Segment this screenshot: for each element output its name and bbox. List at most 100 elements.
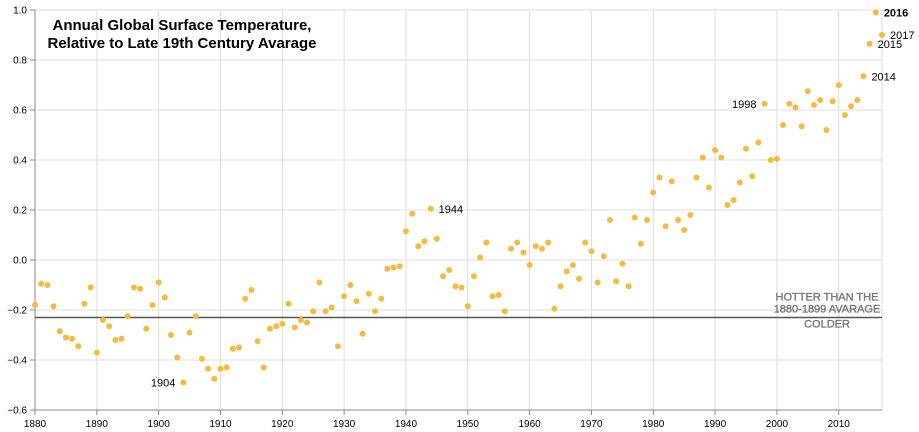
data-point <box>619 260 626 267</box>
data-point <box>823 127 830 133</box>
x-tick-label: 2000 <box>766 419 789 430</box>
data-point <box>625 283 632 290</box>
data-point <box>266 325 273 332</box>
data-point <box>56 328 63 335</box>
data-point <box>606 217 613 223</box>
data-point <box>205 365 212 372</box>
data-point <box>749 173 756 180</box>
data-point <box>242 295 249 302</box>
data-point <box>124 313 131 320</box>
data-point <box>322 308 329 315</box>
data-point <box>415 243 422 250</box>
data-point <box>254 338 261 345</box>
data-point <box>841 112 848 118</box>
data-point <box>569 262 576 268</box>
data-point <box>668 178 675 185</box>
data-point <box>483 239 490 246</box>
data-point <box>699 154 706 161</box>
data-point <box>328 304 335 311</box>
data-point <box>792 104 799 111</box>
data-point <box>879 32 885 38</box>
data-point <box>835 82 842 88</box>
data-point <box>594 279 601 286</box>
y-tick-label: −0.2 <box>7 306 27 317</box>
data-point <box>149 302 156 308</box>
point-annotation-2015: 2015 <box>878 39 902 51</box>
y-tick-label: 0.4 <box>13 156 27 167</box>
data-point <box>168 332 175 338</box>
data-point <box>100 317 107 323</box>
data-point <box>180 379 187 386</box>
data-point <box>582 239 589 246</box>
point-annotation-1998: 1998 <box>732 99 756 111</box>
x-tick-label: 1980 <box>642 419 665 430</box>
data-point <box>705 184 712 191</box>
data-point <box>211 375 218 382</box>
data-point <box>613 278 620 285</box>
data-point <box>712 147 719 153</box>
data-point <box>62 334 69 341</box>
data-point <box>396 263 403 270</box>
data-point <box>38 280 45 287</box>
data-point <box>384 265 391 272</box>
data-point <box>130 284 137 291</box>
data-point <box>557 283 564 290</box>
data-point <box>736 179 743 186</box>
data-point <box>50 303 57 310</box>
data-point <box>155 279 162 286</box>
data-point <box>217 365 224 372</box>
x-tick-label: 1920 <box>271 419 294 430</box>
data-point <box>532 243 539 250</box>
data-point <box>112 337 119 343</box>
data-point <box>761 100 768 107</box>
data-point <box>192 313 199 320</box>
y-tick-label: 0.6 <box>13 106 27 117</box>
y-tick-label: −0.4 <box>7 356 27 367</box>
data-point <box>409 210 416 217</box>
data-point <box>118 335 125 342</box>
data-point <box>236 344 243 351</box>
data-point <box>693 174 700 181</box>
data-point <box>477 254 484 261</box>
data-point <box>848 103 855 110</box>
chart-title-line-2: Relative to Late 19th Century Avarage <box>48 35 317 52</box>
data-point <box>563 268 570 275</box>
data-point <box>143 325 150 332</box>
data-point <box>334 343 341 350</box>
data-point <box>161 294 168 301</box>
data-point <box>551 305 558 312</box>
data-point <box>656 174 663 181</box>
data-point <box>341 293 348 300</box>
data-point <box>427 205 434 212</box>
y-tick-label: 1.0 <box>13 6 27 17</box>
y-tick-label: 0.0 <box>13 256 27 267</box>
point-annotation-1944: 1944 <box>439 204 463 216</box>
data-point <box>501 308 508 315</box>
data-point <box>32 302 38 308</box>
x-tick-label: 1880 <box>24 419 47 430</box>
point-annotation-2014: 2014 <box>871 71 895 83</box>
point-annotations: 1904 1944 1998 2014 2015 2016 2017 <box>151 8 915 390</box>
x-tick-label: 1930 <box>333 419 356 430</box>
data-point <box>576 275 583 282</box>
data-point <box>285 300 292 307</box>
data-point <box>773 155 780 162</box>
data-point <box>279 320 286 327</box>
data-point <box>600 253 607 260</box>
data-point <box>687 212 694 218</box>
data-point <box>174 354 181 361</box>
point-annotation-1904: 1904 <box>151 378 175 390</box>
data-point <box>817 97 824 103</box>
x-tick-label: 2010 <box>828 419 851 430</box>
data-point <box>372 308 379 315</box>
data-point <box>137 285 144 292</box>
chart-title-line-1: Annual Global Surface Temperature, <box>53 17 312 34</box>
data-point <box>489 293 496 300</box>
data-point <box>650 189 657 196</box>
data-point <box>458 284 465 291</box>
data-point <box>681 227 688 233</box>
chart-title: Annual Global Surface Temperature, Relat… <box>48 17 317 52</box>
data-point <box>780 122 787 128</box>
data-point <box>860 73 867 80</box>
